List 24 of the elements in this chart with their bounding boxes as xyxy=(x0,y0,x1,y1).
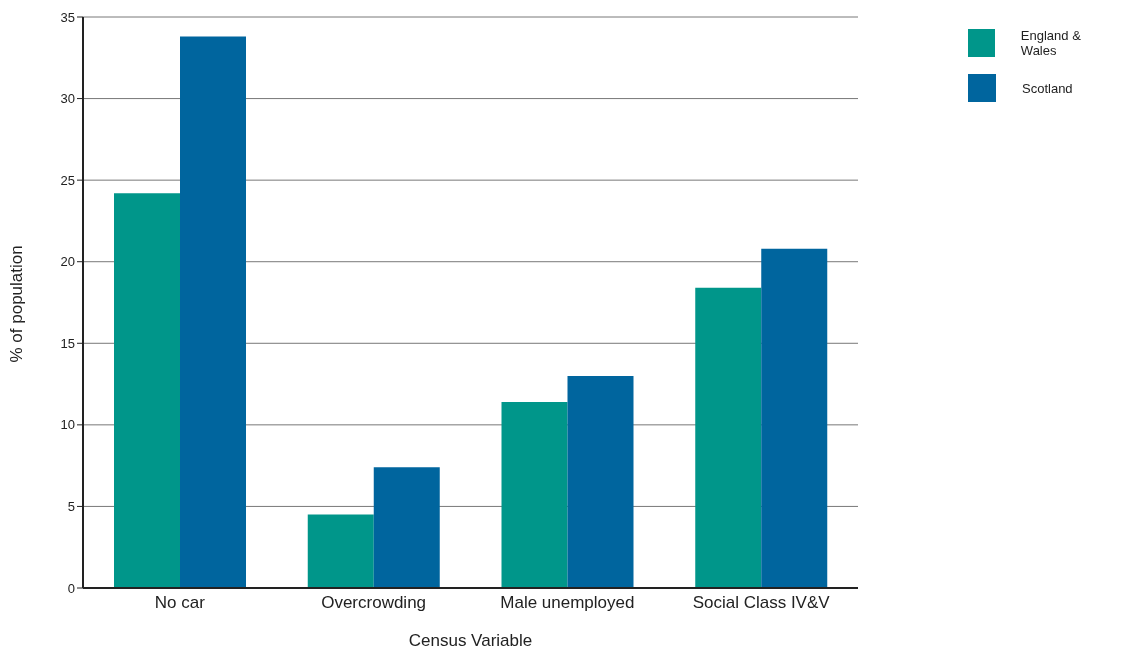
y-tick-label: 35 xyxy=(60,9,75,25)
x-tick-label: Social Class IV&V xyxy=(692,593,831,613)
bar xyxy=(501,402,568,588)
bar xyxy=(761,248,828,588)
bar xyxy=(307,514,374,588)
y-tick-label: 5 xyxy=(67,499,75,515)
y-tick-label: 25 xyxy=(60,172,75,188)
bar xyxy=(114,193,180,588)
y-tick-label: 15 xyxy=(60,335,75,351)
y-tick-label: 0 xyxy=(67,580,75,596)
y-tick-label: 10 xyxy=(60,417,75,433)
legend-label: Scotland xyxy=(1022,80,1073,96)
y-axis-title: % of population xyxy=(7,245,27,363)
legend-label: England & Wales xyxy=(1020,28,1082,58)
bar xyxy=(567,375,634,588)
x-axis-title: Census Variable xyxy=(408,631,533,650)
bar xyxy=(373,467,440,588)
y-tick-label: 20 xyxy=(60,254,75,270)
x-tick-label: Overcrowding xyxy=(321,593,427,613)
x-tick-label: Male unemployed xyxy=(500,593,635,613)
bar xyxy=(180,36,246,588)
bar xyxy=(695,287,762,588)
y-tick-label: 30 xyxy=(60,91,75,107)
x-tick-label: No car xyxy=(154,593,206,613)
